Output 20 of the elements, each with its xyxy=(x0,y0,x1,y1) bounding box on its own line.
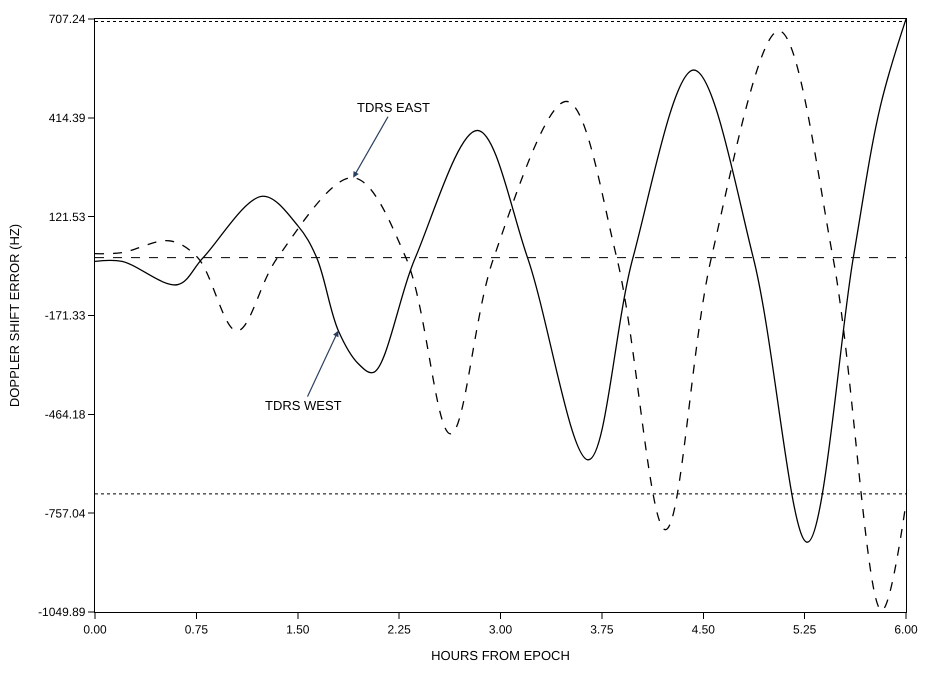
y-tick-label: -171.33 xyxy=(44,308,86,323)
x-tick-label: 2.25 xyxy=(387,622,412,637)
y-tick-label: -464.18 xyxy=(44,408,86,422)
y-tick-label: 414.39 xyxy=(48,111,86,126)
x-tick-label: 0.00 xyxy=(83,622,107,637)
annotation: TDRS WEST xyxy=(265,398,342,413)
x-axis-title: HOURS FROM EPOCH xyxy=(431,648,570,664)
y-tick-label: 707.24 xyxy=(48,12,86,26)
y-tick-label: 121.53 xyxy=(48,210,86,224)
x-tick-label: 1.50 xyxy=(286,622,310,637)
annotation: TDRS EAST xyxy=(357,100,430,115)
y-tick-label: -757.04 xyxy=(44,506,86,520)
y-tick-label: -1049.89 xyxy=(38,605,86,620)
x-tick-label: 6.00 xyxy=(894,622,918,637)
x-tick-label: 3.75 xyxy=(590,622,614,637)
x-tick-label: 0.75 xyxy=(184,622,208,637)
y-axis-title: DOPPLER SHIFT ERROR (HZ) xyxy=(7,224,22,408)
x-tick-label: 4.50 xyxy=(692,622,716,637)
x-tick-label: 3.00 xyxy=(488,622,512,637)
x-tick-label: 5.25 xyxy=(792,622,817,637)
